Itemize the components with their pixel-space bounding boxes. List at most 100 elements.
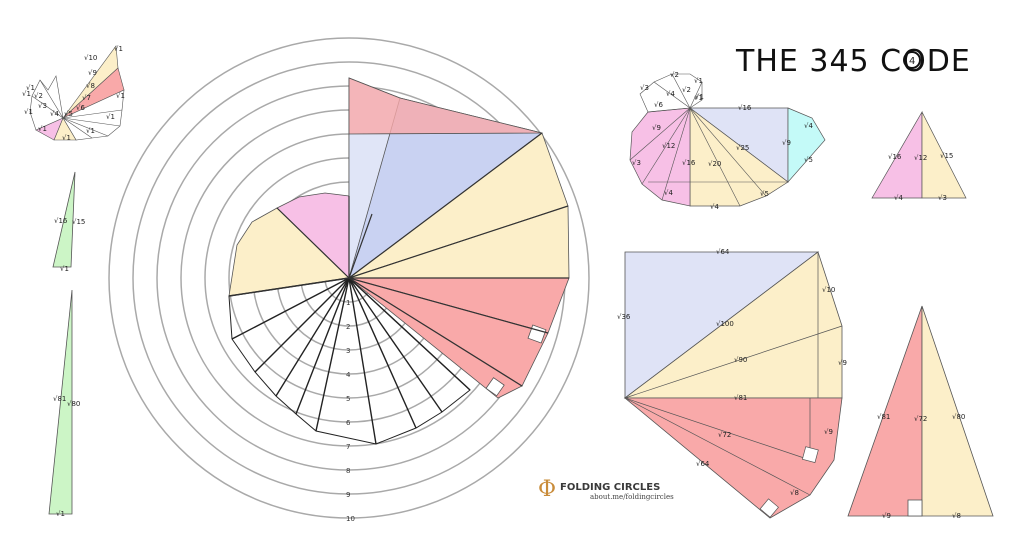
spoke-colored-7	[348, 277, 549, 334]
spoke-3	[295, 277, 350, 415]
page-title: THE 345 CODE	[735, 44, 971, 79]
mid-triangle-labels: √16 √12 √15 √4 √3	[888, 152, 953, 202]
math-label: √15	[940, 152, 953, 160]
math-label: √80	[67, 400, 80, 408]
math-label: √80	[952, 413, 965, 421]
math-label: √15	[72, 218, 85, 226]
spoke-0	[231, 277, 350, 340]
small-spiral-labels: √1√10√9√8√7√6√5√4√3√2√1√1√1√1√1√1√1√1	[22, 45, 125, 142]
math-label: √12	[662, 142, 675, 150]
big-triangle-right-angle	[907, 499, 923, 517]
ring-label: 7	[346, 443, 350, 451]
spoke-2	[275, 277, 350, 397]
math-label: √8	[952, 512, 961, 520]
brand-url[interactable]: about.me/foldingcircles	[590, 493, 674, 501]
spoke-colored-4	[348, 132, 543, 279]
title-mark: 4	[909, 56, 915, 67]
spoke-1	[254, 277, 350, 373]
math-label: √4	[894, 194, 903, 202]
math-label: √9	[824, 428, 833, 436]
mid-triangle-yellow	[921, 111, 967, 199]
math-label: √9	[838, 359, 847, 367]
spoke-4	[315, 277, 350, 432]
mid-line-h	[671, 73, 691, 109]
math-label: √16	[738, 104, 752, 112]
green-large-labels: √81√80 √1	[53, 395, 80, 518]
big-triangle-labels: √81 √72 √80 √9 √8	[877, 413, 965, 520]
math-label: √1	[694, 94, 703, 102]
small-wedges-left	[29, 75, 64, 131]
math-label: √3	[632, 159, 641, 167]
math-label: √9	[882, 512, 891, 520]
big-fan-labels: √64 √36 √10 √100 √90 √9 √81 √72 √9 √64 √8	[617, 248, 847, 497]
math-label: √5	[64, 110, 73, 118]
ring-label: 5	[346, 395, 350, 403]
math-label: √1	[22, 90, 31, 98]
math-label: √10	[822, 286, 835, 294]
mid-spiral: √2√1√2√4 √1√3√6√9√16√12√16√3 √20√25√9√4√5√…	[629, 71, 826, 211]
math-label: √3	[38, 102, 47, 110]
math-label: √1	[26, 84, 35, 92]
math-label: √4	[664, 189, 673, 197]
math-label: √5	[760, 190, 769, 198]
ring-label: 3	[346, 347, 350, 355]
math-label: √72	[718, 431, 731, 439]
big-triangle-yellow	[921, 305, 994, 517]
math-label: √72	[914, 415, 927, 423]
math-label: √1	[86, 127, 95, 135]
ring-label: 8	[346, 467, 350, 475]
math-label: √4	[710, 203, 719, 211]
fan-line-d	[624, 397, 811, 496]
math-label: √12	[914, 154, 927, 162]
mid-line-b	[689, 107, 767, 197]
math-label: √16	[888, 153, 902, 161]
main-spiral: 1 2 3 4 5 6 7 8 9 10	[108, 37, 590, 523]
math-label: √1	[694, 77, 703, 85]
right-angle-mark-2	[485, 377, 505, 397]
math-label: √64	[716, 248, 730, 256]
math-label: √2	[682, 86, 691, 94]
ring-10	[108, 37, 590, 519]
math-label: √7	[82, 94, 91, 102]
math-label: √90	[734, 356, 747, 364]
math-label: √3	[938, 194, 947, 202]
fan-red	[623, 397, 843, 519]
math-label: √8	[790, 489, 799, 497]
math-label: √2	[34, 92, 43, 100]
ring-label: 10	[346, 515, 355, 523]
math-label: √5	[804, 156, 813, 164]
math-label: √4	[50, 110, 59, 118]
spoke-7	[348, 277, 443, 413]
small-spoke-c	[62, 117, 109, 137]
ring-label: 9	[346, 491, 350, 499]
spoke-colored-3	[228, 277, 350, 297]
math-label: √1	[106, 113, 115, 121]
green-small-labels: √16 √15 √1	[54, 217, 85, 273]
mid-line-i	[689, 81, 703, 109]
spoke-colored-5	[348, 205, 569, 279]
spokes	[228, 132, 569, 445]
spoke-8	[348, 277, 471, 391]
ring-label: 4	[346, 371, 351, 379]
math-label: √81	[53, 395, 66, 403]
small-spoke-b	[62, 117, 121, 127]
spoke-colored-8	[348, 277, 523, 387]
small-spoke-d	[62, 117, 93, 139]
mid-line-d	[641, 107, 691, 185]
math-label: √1	[116, 92, 125, 100]
math-label: √81	[877, 413, 890, 421]
mid-pink	[629, 107, 691, 207]
mid-line-g	[653, 81, 691, 109]
math-label: √64	[696, 460, 710, 468]
math-label: √10	[84, 54, 97, 62]
mid-cyan	[787, 107, 826, 183]
math-label: √1	[62, 134, 71, 142]
math-label: √1	[24, 108, 33, 116]
wedge-red-top	[348, 77, 543, 135]
math-label: √81	[734, 394, 747, 402]
ring-labels: 1 2 3 4 5 6 7 8 9 10	[346, 299, 355, 523]
math-label: √1	[695, 93, 704, 101]
math-label: √16	[682, 159, 696, 167]
spoke-5	[348, 277, 377, 445]
